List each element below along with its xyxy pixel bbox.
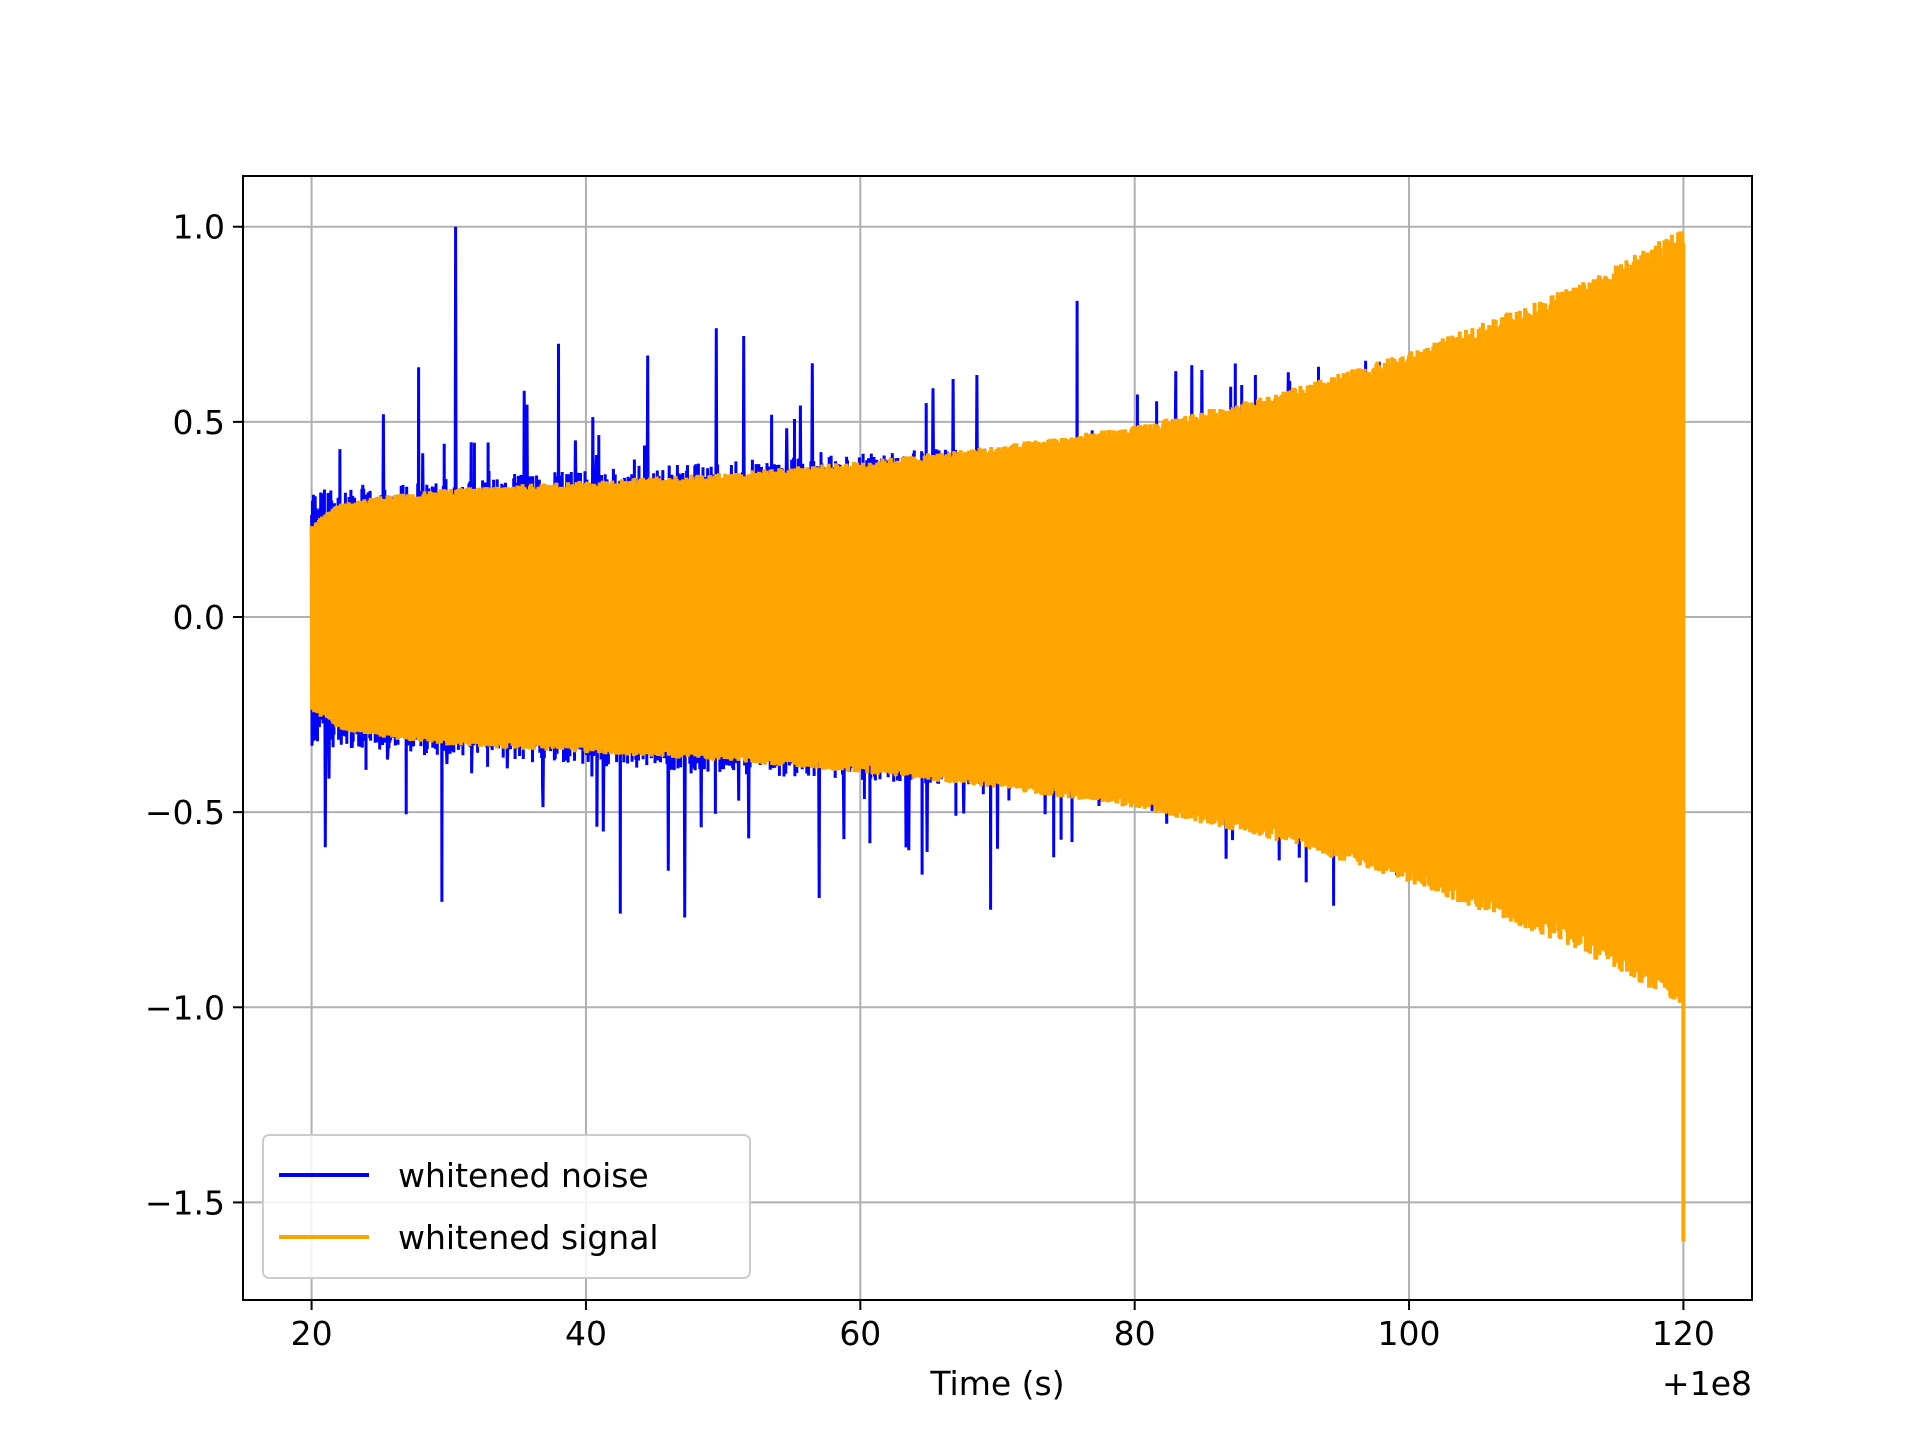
x-tick-label-5: 120 xyxy=(1652,1314,1715,1353)
axes-frame xyxy=(242,175,1753,1301)
y-tick-label-0: 1.0 xyxy=(173,208,225,247)
legend-box xyxy=(262,1134,751,1279)
y-axis-ticks: 1.0 0.5 0.0 −0.5 −1.0 −1.5 xyxy=(145,208,243,1222)
legend-label-1: whitened signal xyxy=(398,1218,659,1257)
legend-label-0: whitened noise xyxy=(398,1156,649,1195)
x-axis-label: Time (s) xyxy=(929,1364,1064,1403)
y-tick-label-2: 0.0 xyxy=(173,598,225,637)
x-axis-offset-label: +1e8 xyxy=(1662,1364,1752,1403)
plot-area xyxy=(309,226,1686,1242)
series-line-whitened-signal xyxy=(309,231,1686,1242)
y-tick-label-3: −0.5 xyxy=(145,793,225,832)
legend: whitened noise whitened signal xyxy=(262,1134,751,1279)
y-tick-label-4: −1.0 xyxy=(145,988,225,1027)
x-axis-ticks: 20 40 60 80 100 120 xyxy=(291,1300,1715,1353)
x-tick-label-0: 20 xyxy=(291,1314,333,1353)
y-tick-label-1: 0.5 xyxy=(173,403,225,442)
x-tick-label-2: 60 xyxy=(839,1314,881,1353)
y-tick-label-5: −1.5 xyxy=(145,1183,225,1222)
x-tick-label-3: 80 xyxy=(1114,1314,1156,1353)
x-tick-label-4: 100 xyxy=(1378,1314,1441,1353)
x-tick-label-1: 40 xyxy=(565,1314,607,1353)
